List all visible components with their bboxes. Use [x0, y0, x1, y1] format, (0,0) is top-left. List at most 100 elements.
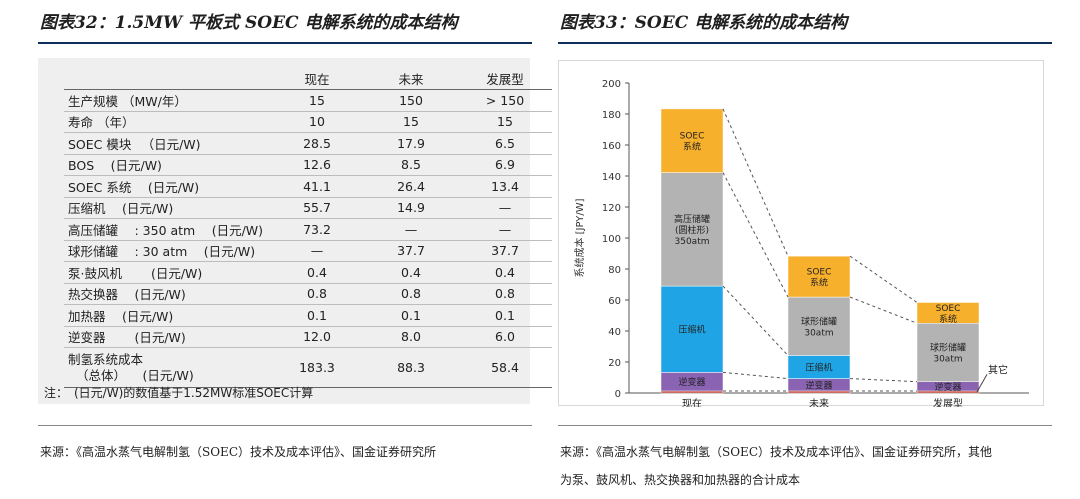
table-cell-now: 0.1: [270, 304, 364, 327]
bar-segment-tank: [916, 323, 980, 382]
segment-label: 压缩机: [805, 362, 832, 374]
cost-table: 现在 未来 发展型 生产规模 （MW/年） 15 150 > 150 寿命 （年） 10 1…: [64, 68, 552, 388]
table-row-label: 压缩机 (日元/W): [64, 197, 270, 219]
table-cell-developed: 6.0: [458, 326, 552, 348]
table-cell-developed: 6.5: [458, 132, 552, 155]
table-cell-future: —: [364, 218, 458, 241]
table-cell-future: 14.9: [364, 197, 458, 219]
table-cell-now: 12.0: [270, 326, 364, 348]
table-cell-now: 10: [270, 111, 364, 133]
left-title-rule: [38, 42, 532, 44]
table-cell-developed: 0.1: [458, 304, 552, 327]
y-tick-label: 140: [602, 172, 621, 183]
table-header-row: 现在 未来 发展型: [64, 68, 552, 90]
x-tick-label: 发展型: [933, 397, 963, 407]
table-row: 生产规模 （MW/年） 15 150 > 150: [64, 89, 552, 112]
table-header-developed: 发展型: [458, 68, 552, 90]
segment-label: 球形储罐 30atm: [801, 315, 837, 338]
segment-label: 逆变器: [805, 379, 832, 391]
table-total-developed: 58.4: [458, 347, 552, 388]
dashed-connector: [722, 285, 789, 356]
table-cell-developed: 0.4: [458, 261, 552, 284]
table-row-label: 泵·鼓风机 (日元/W): [64, 261, 270, 284]
table-cell-future: 0.1: [364, 304, 458, 327]
other-callout-line: [976, 374, 988, 393]
segment-label: 逆变器: [678, 376, 705, 388]
table-total-future: 88.3: [364, 347, 458, 388]
segment-label: 压缩机: [678, 324, 705, 336]
right-title-rule: [558, 42, 1052, 44]
table-row-label: 热交换器 (日元/W): [64, 283, 270, 305]
x-tick-label: 现在: [682, 398, 702, 407]
chart-frame: 0 20 40 60 80 100 120 140 160 180 200 系统成本 [JPY/W] 逆…: [558, 60, 1044, 410]
cost-structure-chart: 0 20 40 60 80 100 120 140 160 180 200 系统成本 [JPY/W] 逆…: [573, 79, 1029, 410]
table-row-label: 生产规模 （MW/年）: [64, 89, 270, 112]
table-header-future: 未来: [364, 68, 458, 90]
y-tick-label: 0: [615, 389, 621, 400]
table-cell-now: 15: [270, 89, 364, 112]
table-cell-now: 0.8: [270, 283, 364, 305]
right-source-text-line1: 来源：《高温水蒸气电解制氢（SOEC）技术及成本评估》、国金证券研究所，其他: [560, 445, 993, 459]
bar-segment-tank: [787, 296, 851, 356]
table-row-label: 高压储罐 : 350 atm (日元/W): [64, 218, 270, 241]
table-row: 高压储罐 : 350 atm (日元/W) 73.2— —: [64, 218, 552, 241]
segment-label: 逆变器: [934, 381, 961, 393]
left-source-rule: [38, 425, 532, 426]
table-row: 泵·鼓风机 (日元/W) 0.4 0.4 0.4: [64, 261, 552, 284]
y-tick-label: 120: [602, 203, 621, 214]
y-tick-label: 60: [608, 296, 621, 307]
total-label-line1: 制氢系统成本: [68, 351, 144, 367]
y-tick-label: 160: [602, 141, 621, 152]
table-row: 加热器 (日元/W) 0.1 0.1 0.1: [64, 304, 552, 327]
segment-label: SOEC 系统: [936, 304, 961, 325]
table-cell-future: 17.9: [364, 132, 458, 155]
table-row-label: 寿命 （年）: [64, 111, 270, 133]
y-tick-label: 200: [602, 79, 621, 90]
table-row: 压缩机 (日元/W) 55.7 14.9—: [64, 197, 552, 219]
table-row-label: 加热器 (日元/W): [64, 304, 270, 327]
table-row: BOS (日元/W) 12.6 8.5 6.9: [64, 154, 552, 176]
table-cell-future: 0.4: [364, 261, 458, 284]
dashed-connector: [849, 255, 918, 303]
table-total-label: 制氢系统成本 （总体） (日元/W): [64, 347, 270, 388]
table-cell-future: 0.8: [364, 283, 458, 305]
left-figure-title: 图表32：1.5MW 平板式 SOEC 电解系统的成本结构: [40, 13, 458, 33]
table-row-label: 球形储罐 : 30 atm (日元/W): [64, 240, 270, 262]
table-row: SOEC 系统 (日元/W) 41.1 26.4 13.4: [64, 175, 552, 198]
table-header-blank: [64, 68, 270, 90]
table-cell-now: 28.5: [270, 132, 364, 155]
table-cell-developed: —: [458, 218, 552, 241]
table-cell-developed: 6.9: [458, 154, 552, 176]
table-total-now: 183.3: [270, 347, 364, 388]
y-tick-label: 20: [608, 358, 621, 369]
table-cell-now: 55.7: [270, 197, 364, 219]
segment-label: SOEC 系统: [680, 132, 705, 153]
table-cell-future: 15: [364, 111, 458, 133]
table-cell-developed: 13.4: [458, 175, 552, 198]
table-total-row: 制氢系统成本 （总体） (日元/W) 183.3 88.3 58.4: [64, 347, 552, 388]
table-cell-developed: —: [458, 197, 552, 219]
table-row-label: 逆变器 (日元/W): [64, 326, 270, 348]
left-source-text: 来源：《高温水蒸气电解制氢（SOEC）技术及成本评估》、国金证券研究所: [40, 445, 437, 459]
y-tick-label: 80: [608, 265, 621, 276]
table-header-now: 现在: [270, 68, 364, 90]
table-cell-future: 37.7: [364, 240, 458, 262]
dashed-connector: [849, 296, 918, 324]
dashed-connector: [722, 172, 789, 298]
table-cell-developed: > 150: [458, 89, 552, 112]
table-cell-future: 8.5: [364, 154, 458, 176]
x-tick-label: 未来: [809, 398, 829, 407]
right-figure-title: 图表33：SOEC 电解系统的成本结构: [560, 13, 848, 33]
y-tick-label: 40: [608, 327, 621, 338]
bar-segment-soec: [787, 255, 851, 298]
y-axis-label: 系统成本 [JPY/W]: [573, 198, 586, 277]
segment-label: 球形储罐 30atm: [930, 341, 966, 364]
y-tick-label: 180: [602, 110, 621, 121]
table-note: 注： (日元/W)的数值基于1.52MW标准SOEC计算: [44, 386, 314, 400]
y-tick-label: 100: [602, 234, 621, 245]
table-row-label: SOEC 模块 （日元/W): [64, 132, 270, 155]
segment-label: 高压储罐(圆柱形) 350atm: [674, 213, 710, 247]
table-row: SOEC 模块 （日元/W) 28.5 17.9 6.5: [64, 132, 552, 155]
total-label-line2: （总体） (日元/W): [76, 367, 194, 383]
table-row: 热交换器 (日元/W) 0.8 0.8 0.8: [64, 283, 552, 305]
